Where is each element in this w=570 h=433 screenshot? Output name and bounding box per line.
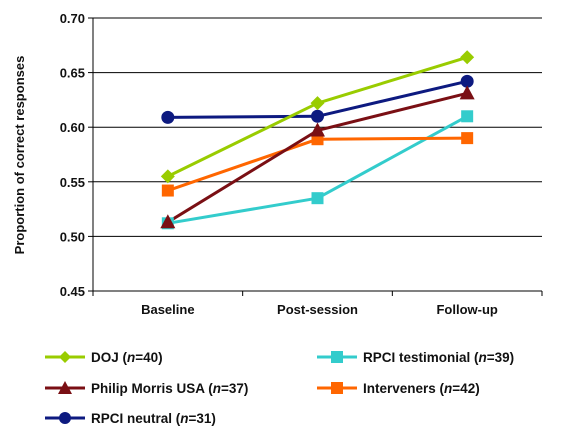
data-point-interv xyxy=(461,132,474,145)
data-point-pmusa xyxy=(459,85,475,100)
legend-label-count: =37) xyxy=(221,380,249,396)
y-tick-label: 0.55 xyxy=(60,175,85,190)
legend-label: RPCI testimonial ( xyxy=(363,349,479,365)
circle-marker-icon xyxy=(45,412,85,424)
data-point-rpcit xyxy=(311,192,324,205)
data-point-pmusa xyxy=(160,214,176,229)
gridlines xyxy=(93,17,542,292)
y-axis-label: Proportion of correct responses xyxy=(12,56,27,255)
legend-label-count: =39) xyxy=(486,349,515,365)
x-tick-label: Baseline xyxy=(141,302,194,317)
series-markers xyxy=(160,50,475,230)
y-tick-label: 0.45 xyxy=(60,284,85,299)
legend-item-rpci-neutral: RPCI neutral (n =31) xyxy=(45,406,216,430)
legend-label-n: n xyxy=(478,349,487,365)
data-point-doj xyxy=(160,169,175,184)
data-point-interv xyxy=(161,184,174,197)
legend-item-doj: DOJ (n =40) xyxy=(45,345,163,369)
legend-label-n: n xyxy=(444,380,453,396)
data-point-rpcit xyxy=(461,110,474,123)
series-line-interv xyxy=(167,136,468,192)
data-point-doj xyxy=(460,50,475,65)
legend-label: Interveners ( xyxy=(363,380,445,396)
x-tick-label: Post-session xyxy=(277,302,358,317)
line-chart: 0.45 0.50 0.55 0.60 0.65 0.70 Baseline Post-se… xyxy=(12,11,543,317)
legend-label-n: n xyxy=(180,410,189,426)
data-point-rpcin xyxy=(161,110,175,124)
axes xyxy=(88,17,543,296)
data-point-rpcin xyxy=(311,109,324,123)
square-marker-icon xyxy=(317,382,357,394)
legend-label: RPCI neutral ( xyxy=(91,410,181,426)
diamond-marker-icon xyxy=(45,351,85,363)
y-tick-label: 0.70 xyxy=(60,11,85,26)
legend-label-count: =40) xyxy=(135,349,163,365)
legend-label-count: =42) xyxy=(452,380,480,396)
y-tick-label: 0.60 xyxy=(60,120,85,135)
square-marker-icon xyxy=(317,351,357,363)
x-tick-label: Follow-up xyxy=(436,302,497,317)
y-tick-label: 0.50 xyxy=(60,229,85,244)
legend: DOJ (n =40) RPCI testimonial (n =39) Phili… xyxy=(40,343,565,431)
y-tick-labels: 0.45 0.50 0.55 0.60 0.65 0.70 xyxy=(60,11,85,299)
legend-item-philip-morris: Philip Morris USA (n =37) xyxy=(45,376,248,400)
legend-label-n: n xyxy=(127,349,136,365)
legend-item-interveners: Interveners (n =42) xyxy=(317,376,480,400)
data-point-pmusa xyxy=(310,122,325,137)
legend-label-n: n xyxy=(212,380,222,396)
x-tick-labels: Baseline Post-session Follow-up xyxy=(141,302,498,317)
triangle-marker-icon xyxy=(45,381,85,394)
legend-label-count: =31) xyxy=(188,410,216,426)
y-tick-label: 0.65 xyxy=(60,66,85,81)
data-point-doj xyxy=(310,96,325,111)
legend-label: Philip Morris USA ( xyxy=(91,380,213,396)
legend-item-rpci-testimonial: RPCI testimonial (n =39) xyxy=(317,345,514,369)
legend-label: DOJ ( xyxy=(91,349,128,365)
data-point-rpcin xyxy=(460,74,474,88)
